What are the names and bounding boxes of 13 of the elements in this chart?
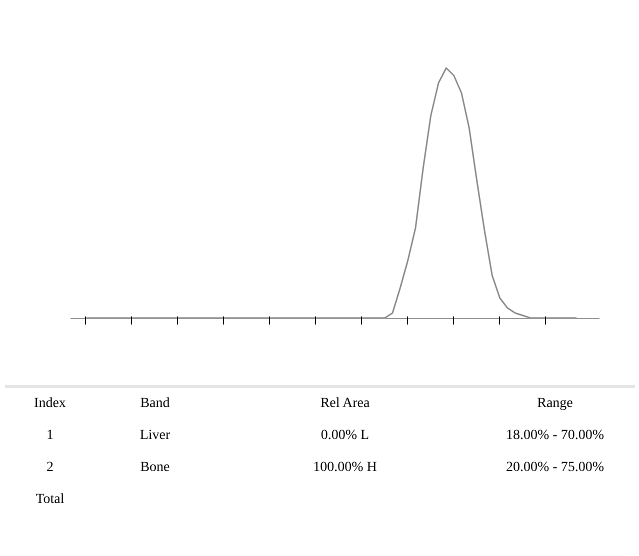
text: Liver (138, 427, 172, 445)
text: 100.00% H (312, 459, 378, 477)
text: 2 (46, 459, 54, 477)
text: 18.00% - 70.00% (505, 427, 605, 445)
text: Bone (139, 459, 171, 477)
text: 0.00% L (320, 427, 370, 445)
text: Band (139, 395, 171, 413)
text: Total (34, 491, 66, 509)
text: 20.00% - 75.00% (505, 459, 605, 477)
text: Index (33, 395, 67, 413)
text: 1 (46, 427, 54, 445)
text: Rel Area (319, 395, 371, 413)
text: Range (536, 395, 574, 413)
